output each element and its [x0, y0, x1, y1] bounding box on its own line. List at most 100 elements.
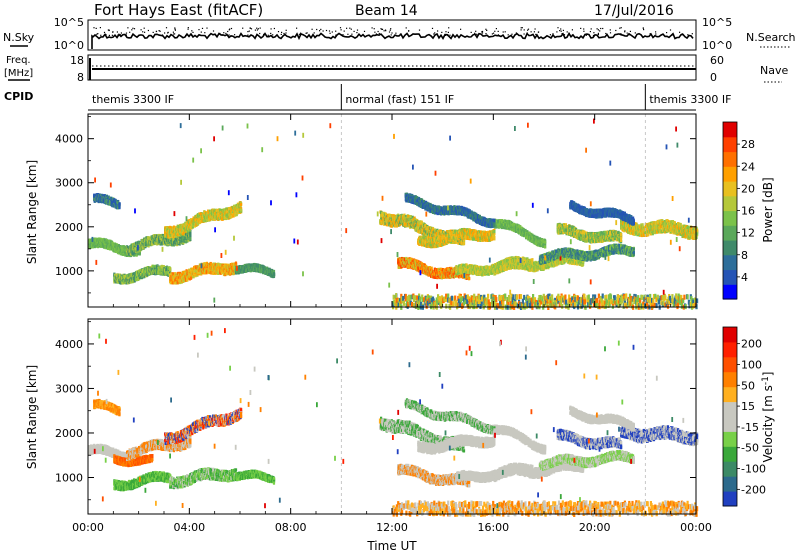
noise-search-dot	[621, 27, 622, 28]
noise-search-dot	[347, 34, 348, 35]
noise-search-dot	[610, 32, 611, 33]
noise-search-dot	[120, 34, 121, 35]
noise-search-dot	[112, 35, 113, 36]
noise-right-tick-bottom: 10^0	[702, 39, 732, 52]
noise-search-dot	[188, 27, 189, 28]
noise-search-dot	[141, 29, 142, 30]
power-echo-data	[88, 114, 698, 310]
echo-cell	[410, 215, 412, 218]
freq-left-tick-top: 18	[70, 54, 84, 67]
cpid-segments: themis 3300 IF normal (fast) 151 IF themis…	[92, 84, 731, 110]
noise-search-dot	[521, 29, 522, 30]
noise-search-dot	[357, 30, 358, 31]
noise-search-dot	[666, 32, 667, 33]
noise-search-dot	[524, 33, 525, 34]
noise-search-dot	[285, 32, 286, 33]
freq-left-tick-bottom: 8	[77, 71, 84, 84]
noise-search-dot	[160, 31, 161, 32]
noise-search-dot	[286, 30, 287, 31]
noise-search-dot	[476, 34, 477, 35]
noise-search-dot	[341, 29, 342, 30]
noise-search-dot	[687, 34, 688, 35]
noise-search-dot	[142, 31, 143, 32]
noise-search-dot	[153, 32, 154, 33]
noise-search-dot	[340, 27, 341, 28]
noise-search-dot	[482, 32, 483, 33]
noise-search-dot	[408, 30, 409, 31]
noise-search-dot	[268, 35, 269, 36]
noise-search-dot	[376, 33, 377, 34]
noise-search-dot	[557, 27, 558, 28]
noise-search-dot	[599, 30, 600, 31]
noise-search-dot	[629, 34, 630, 35]
noise-search-dot	[378, 31, 379, 32]
noise-search-dot	[319, 30, 320, 31]
beam-label: Beam 14	[355, 3, 418, 19]
noise-search-dot	[198, 29, 199, 30]
noise-search-dot	[428, 34, 429, 35]
noise-search-dot	[250, 28, 251, 29]
noise-search-dot	[335, 31, 336, 32]
noise-search-dot	[213, 30, 214, 31]
noise-search-dot	[234, 34, 235, 35]
noise-search-dot	[219, 33, 220, 34]
noise-search-dot	[511, 34, 512, 35]
noise-search-dot	[535, 28, 536, 29]
noise-search-dot	[494, 31, 495, 32]
noise-search-dot	[419, 30, 420, 31]
noise-search-dot	[496, 28, 497, 29]
noise-search-dot	[281, 34, 282, 35]
noise-search-dot	[382, 35, 383, 36]
noise-search-dot	[619, 28, 620, 29]
noise-search-dot	[528, 29, 529, 30]
noise-search-dot	[223, 32, 224, 33]
nsearch-label: N.Search	[746, 31, 796, 44]
noise-search-dot	[550, 34, 551, 35]
noise-search-dot	[100, 27, 101, 28]
noise-search-dot	[144, 28, 145, 29]
noise-search-dot	[202, 28, 203, 29]
noise-left-tick-top: 10^5	[54, 16, 84, 29]
noise-search-dot	[391, 34, 392, 35]
noise-search-dot	[229, 29, 230, 30]
noise-search-dot	[126, 34, 127, 35]
noise-search-dot	[332, 31, 333, 32]
noise-search-dot	[559, 30, 560, 31]
noise-search-dot	[630, 31, 631, 32]
noise-search-dot	[448, 27, 449, 28]
noise-search-dot	[191, 30, 192, 31]
noise-search-dot	[389, 31, 390, 32]
noise-search-dot	[670, 29, 671, 30]
noise-search-dot	[249, 31, 250, 32]
noise-search-dot	[391, 32, 392, 33]
noise-search-dot	[258, 28, 259, 29]
nsky-label: N.Sky	[3, 31, 35, 44]
noise-search-dot	[351, 29, 352, 30]
noise-search-dot	[643, 28, 644, 29]
noise-search-dot	[449, 35, 450, 36]
noise-search-dot	[384, 30, 385, 31]
noise-search-dot	[96, 34, 97, 35]
noise-search-dot	[164, 32, 165, 33]
noise-search-dot	[242, 28, 243, 29]
freq-label-line2: [MHz]	[4, 68, 33, 79]
noise-search-dot	[132, 28, 133, 29]
noise-search-dot	[312, 29, 313, 30]
noise-search-dot	[627, 33, 628, 34]
echo-cell	[118, 206, 120, 209]
noise-search-dot	[562, 33, 563, 34]
noise-search-dot	[583, 31, 584, 32]
noise-search-dot	[650, 33, 651, 34]
noise-search-dot	[344, 31, 345, 32]
noise-search-dot	[477, 35, 478, 36]
noise-search-dot	[471, 32, 472, 33]
noise-search-dot	[679, 32, 680, 33]
noise-search-dot	[432, 28, 433, 29]
noise-search-dot	[445, 35, 446, 36]
noise-search-dot	[316, 29, 317, 30]
noise-search-dot	[351, 34, 352, 35]
nave-label: Nave	[760, 64, 788, 77]
noise-search-dot	[263, 34, 264, 35]
noise-search-dot	[166, 27, 167, 28]
noise-search-dot	[127, 27, 128, 28]
